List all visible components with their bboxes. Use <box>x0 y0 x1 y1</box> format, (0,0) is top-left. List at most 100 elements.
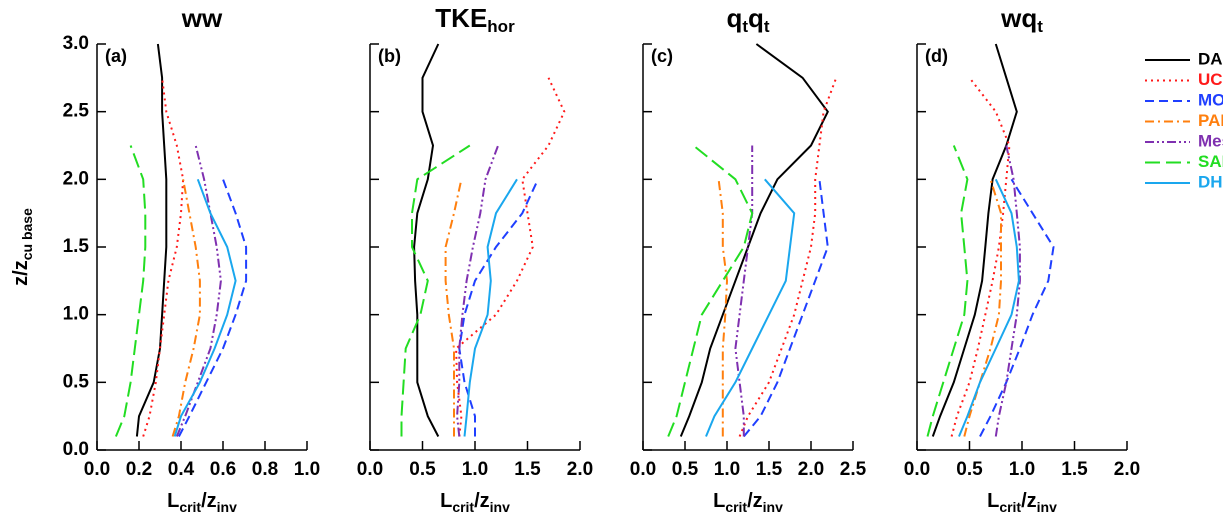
text-part: /z <box>747 490 763 512</box>
panel: 0.0 0.5 1.0 1.5 2.0 TKEhor (b) Lcrit/zinv <box>357 3 593 515</box>
profile-line <box>679 43 829 437</box>
profile-line <box>456 145 500 437</box>
profile-line <box>994 145 1021 437</box>
x-tick-label: 0.0 <box>357 459 383 480</box>
profile-line <box>743 179 829 438</box>
legend-label: DALES <box>1198 49 1223 68</box>
panel-label: (a) <box>105 46 127 66</box>
profile-line <box>958 178 1020 437</box>
legend-label: PALM <box>1198 111 1223 130</box>
x-tick-label: 1.5 <box>756 459 783 480</box>
x-tick-label: 0.0 <box>84 459 110 480</box>
x-tick-label: 0.8 <box>252 459 278 480</box>
profile-line <box>705 178 796 437</box>
subscript: inv <box>217 499 237 515</box>
profile-line <box>963 179 1002 437</box>
text-part: wq <box>1000 3 1037 33</box>
subscript: hor <box>487 17 515 36</box>
profile-line <box>171 179 201 437</box>
text-part: /z <box>201 490 217 512</box>
y-tick-label: 3.0 <box>63 33 89 54</box>
x-axis-label: Lcrit/zinv <box>167 490 237 514</box>
subscript: t <box>742 17 748 36</box>
panel: 0.0 0.5 1.0 1.5 2.0 wqt (d) Lcrit/zinv DALES UCLA… <box>904 3 1223 515</box>
x-axis-label: Lcrit/zinv <box>713 490 783 514</box>
x-tick-label: 2.0 <box>798 459 824 480</box>
panel-title: qtqt <box>726 3 769 36</box>
panel-label: (c) <box>651 46 673 66</box>
y-axis-label: z/zcu base <box>10 208 34 286</box>
profile-line <box>717 179 729 437</box>
profile-line <box>926 145 969 437</box>
text-part: z/z <box>10 260 32 286</box>
y-tick-label: 0.5 <box>63 371 90 392</box>
text-part: q <box>726 3 742 33</box>
profile-line <box>463 178 518 437</box>
text-part: ww <box>181 3 223 33</box>
x-tick-label: 0.6 <box>210 459 236 480</box>
x-tick-label: 0.2 <box>126 459 152 480</box>
x-tick-label: 0.5 <box>672 459 699 480</box>
profile-line <box>667 144 754 437</box>
y-tick-label: 1.5 <box>63 236 90 257</box>
x-tick-label: 0.5 <box>409 459 436 480</box>
y-tick-label: 1.0 <box>63 304 89 325</box>
profile-line <box>173 178 237 437</box>
profile-line <box>135 43 168 437</box>
x-tick-label: 0.5 <box>956 459 983 480</box>
subscript: inv <box>1037 499 1057 515</box>
subscript: crit <box>179 499 201 515</box>
legend-label: MONC <box>1198 90 1223 109</box>
text-part: /z <box>474 490 490 512</box>
subscript: inv <box>763 499 783 515</box>
profile-line <box>178 178 248 437</box>
profile-line <box>458 178 539 437</box>
profile-line <box>931 43 1018 437</box>
text-part: /z <box>1021 490 1037 512</box>
panel-title: wqt <box>1000 3 1043 36</box>
profile-line <box>114 145 147 437</box>
text-part: L <box>167 490 179 512</box>
legend-label: UCLA <box>1198 70 1223 89</box>
legend-label: SAM <box>1198 152 1223 171</box>
panel-label: (b) <box>378 46 401 66</box>
x-tick-label: 1.5 <box>514 459 541 480</box>
y-tick-label: 2.0 <box>63 168 89 189</box>
legend-label: Meso-NH <box>1198 131 1223 150</box>
subscript: cu base <box>19 208 35 260</box>
x-tick-label: 1.5 <box>1061 459 1088 480</box>
profile-line <box>444 179 463 437</box>
panel-title: ww <box>181 3 223 33</box>
x-tick-label: 0.4 <box>168 459 195 480</box>
profile-line <box>142 77 185 437</box>
x-tick-label: 1.0 <box>714 459 740 480</box>
subscript: crit <box>452 499 474 515</box>
x-tick-label: 1.0 <box>294 459 320 480</box>
subscript: crit <box>725 499 747 515</box>
text-part: TKE <box>435 3 487 33</box>
text-part: q <box>748 3 764 33</box>
subscript: inv <box>490 499 510 515</box>
panel-title: TKEhor <box>435 3 515 36</box>
profile-line <box>455 77 566 437</box>
panel: 0.0 0.5 1.0 1.5 2.0 2.5 3.0 0.0 0.2 0.4 0.6 0.8 1.0 w… <box>10 3 320 515</box>
subscript: crit <box>999 499 1021 515</box>
subscript: t <box>764 17 770 36</box>
text-part: L <box>987 490 999 512</box>
legend-label: DHARMA <box>1198 172 1223 191</box>
x-tick-label: 0.0 <box>904 459 930 480</box>
y-tick-label: 0.0 <box>63 439 89 460</box>
x-tick-label: 0.0 <box>630 459 656 480</box>
x-tick-label: 2.0 <box>567 459 593 480</box>
x-tick-label: 1.0 <box>1009 459 1035 480</box>
x-tick-label: 1.0 <box>462 459 488 480</box>
profile-line <box>413 43 440 437</box>
panel-label: (d) <box>925 46 948 66</box>
profile-line <box>734 145 754 437</box>
y-tick-label: 2.5 <box>63 101 90 122</box>
subscript: t <box>1037 17 1043 36</box>
text-part: L <box>440 490 452 512</box>
x-tick-label: 2.0 <box>1114 459 1140 480</box>
profile-line <box>979 178 1055 437</box>
